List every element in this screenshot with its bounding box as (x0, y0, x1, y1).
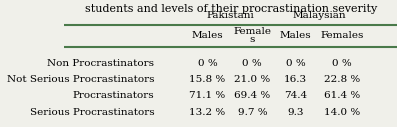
Text: 16.3: 16.3 (284, 75, 307, 84)
Text: Males: Males (192, 31, 223, 40)
Text: 69.4 %: 69.4 % (234, 91, 270, 100)
Text: Serious Procrastinators: Serious Procrastinators (30, 108, 154, 117)
Text: Males: Males (280, 31, 311, 40)
Text: Non Procrastinators: Non Procrastinators (47, 59, 154, 68)
Text: 21.0 %: 21.0 % (234, 75, 270, 84)
Text: 0 %: 0 % (198, 59, 217, 68)
Text: 15.8 %: 15.8 % (189, 75, 225, 84)
Text: 9.3: 9.3 (287, 108, 304, 117)
Text: 0 %: 0 % (286, 59, 305, 68)
Text: Female
s: Female s (233, 27, 271, 44)
Text: Females: Females (320, 31, 364, 40)
Text: 61.4 %: 61.4 % (324, 91, 360, 100)
Text: Pakistani: Pakistani (206, 11, 254, 20)
Text: students and levels of their procrastination severity: students and levels of their procrastina… (85, 4, 377, 14)
Text: Procrastinators: Procrastinators (73, 91, 154, 100)
Text: 22.8 %: 22.8 % (324, 75, 360, 84)
Text: 0 %: 0 % (243, 59, 262, 68)
Text: 9.7 %: 9.7 % (237, 108, 267, 117)
Text: 13.2 %: 13.2 % (189, 108, 225, 117)
Text: Not Serious Procrastinators: Not Serious Procrastinators (7, 75, 154, 84)
Text: Malaysian: Malaysian (292, 11, 346, 20)
Text: 74.4: 74.4 (284, 91, 307, 100)
Text: 71.1 %: 71.1 % (189, 91, 225, 100)
Text: 14.0 %: 14.0 % (324, 108, 360, 117)
Text: 0 %: 0 % (332, 59, 352, 68)
